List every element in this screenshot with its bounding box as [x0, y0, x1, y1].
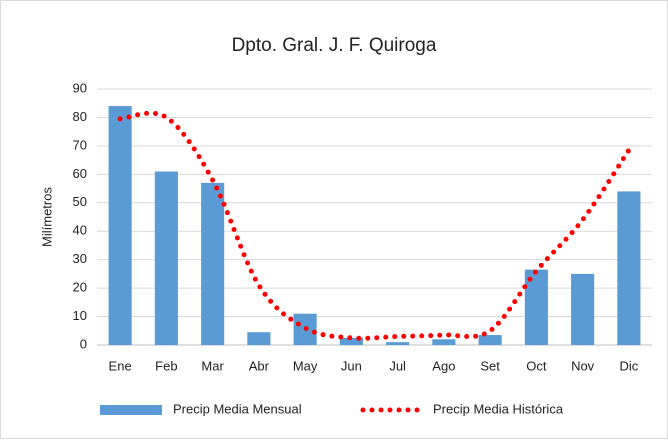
x-tick-label: Feb: [155, 358, 177, 373]
bar: [154, 171, 178, 345]
bar: [524, 269, 548, 345]
bar: [247, 332, 271, 345]
bar: [478, 335, 502, 345]
legend-swatch: [100, 405, 162, 415]
x-tick-label: Abr: [249, 358, 270, 373]
y-tick-label: 60: [73, 166, 87, 181]
x-tick-label: Dic: [619, 358, 638, 373]
y-tick-label: 20: [73, 280, 87, 295]
y-tick-label: 30: [73, 251, 87, 266]
y-tick-label: 40: [73, 223, 87, 238]
legend-label: Precip Media Mensual: [173, 401, 302, 416]
bar: [201, 182, 225, 345]
bar: [108, 106, 132, 345]
bar: [339, 337, 363, 345]
x-tick-label: Ago: [432, 358, 455, 373]
bar: [617, 191, 641, 345]
x-tick-label: May: [293, 358, 318, 373]
y-tick-label: 90: [73, 80, 87, 95]
y-tick-label: 80: [73, 109, 87, 124]
y-tick-label: 50: [73, 194, 87, 209]
y-tick-label: 10: [73, 308, 87, 323]
x-tick-label: Mar: [201, 358, 224, 373]
x-tick-label: Jun: [341, 358, 362, 373]
x-tick-label: Oct: [526, 358, 547, 373]
x-tick-label: Ene: [109, 358, 132, 373]
x-tick-label: Jul: [389, 358, 406, 373]
x-tick-label: Nov: [571, 358, 595, 373]
bar: [386, 342, 410, 345]
y-tick-label: 0: [80, 336, 87, 351]
y-axis-label: Milímetros: [39, 187, 54, 247]
bar: [571, 273, 595, 345]
y-tick-label: 70: [73, 137, 87, 152]
chart-title: Dpto. Gral. J. F. Quiroga: [232, 35, 437, 56]
x-tick-label: Set: [480, 358, 500, 373]
bar: [432, 339, 456, 345]
line: [117, 110, 632, 341]
legend-label: Precip Media Histórica: [433, 401, 564, 416]
